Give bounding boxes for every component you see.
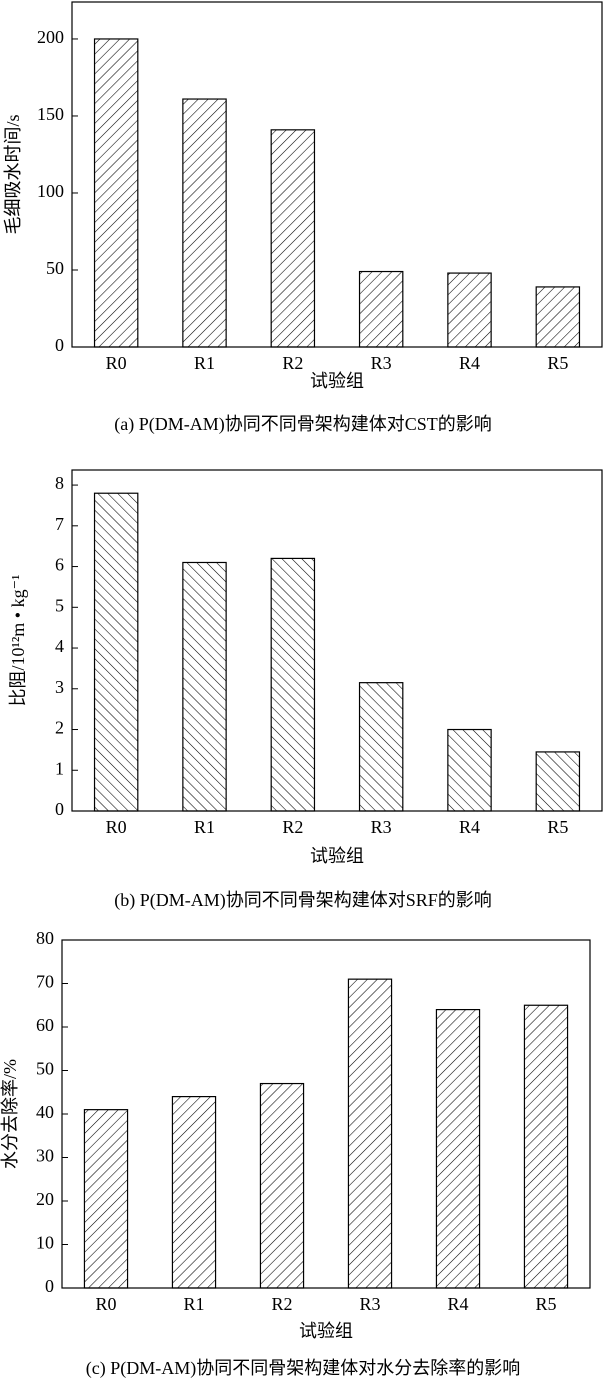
- x-tick-label: R1: [183, 1294, 204, 1314]
- bar: [347, 978, 393, 1289]
- x-tick-label: R0: [106, 817, 127, 837]
- x-tick-label: R0: [106, 353, 127, 373]
- y-tick-label: 80: [36, 928, 54, 948]
- y-tick-label: 30: [36, 1146, 54, 1166]
- y-axis-label: 水分去除率/%: [0, 1059, 20, 1169]
- y-axis-label: 毛细吸水时间/s: [3, 114, 23, 234]
- x-tick-label: R2: [282, 817, 303, 837]
- x-tick-label: R4: [447, 1294, 468, 1314]
- bar: [358, 270, 404, 348]
- plot-frame: [61, 939, 591, 1289]
- bar: [93, 38, 139, 348]
- caption: (a) P(DM-AM)协同不同骨架构建体对CST的影响: [114, 414, 492, 435]
- bar: [447, 272, 492, 348]
- bar: [270, 557, 316, 812]
- x-tick-label: R3: [359, 1294, 380, 1314]
- bar: [83, 1109, 129, 1289]
- bar: [358, 682, 404, 812]
- caption: (c) P(DM-AM)协同不同骨架构建体对水分去除率的影响: [86, 1358, 520, 1379]
- bar: [93, 492, 139, 812]
- x-axis-label: 试验组: [310, 846, 364, 866]
- y-tick-label: 0: [55, 799, 64, 819]
- y-tick-label: 40: [36, 1102, 54, 1122]
- bar: [259, 1082, 305, 1289]
- x-tick-label: R3: [371, 353, 392, 373]
- y-tick-label: 2: [55, 718, 64, 738]
- y-tick-label: 1: [55, 758, 64, 778]
- y-tick-label: 100: [37, 181, 64, 201]
- x-tick-label: R2: [271, 1294, 292, 1314]
- y-tick-label: 50: [36, 1059, 54, 1079]
- bar: [535, 286, 581, 348]
- x-tick-label: R5: [535, 1294, 556, 1314]
- bar: [182, 561, 227, 812]
- y-tick-label: 8: [55, 473, 64, 493]
- y-tick-label: 150: [37, 104, 64, 124]
- y-tick-label: 60: [36, 1015, 54, 1035]
- plot-frame: [71, 1, 603, 348]
- y-tick-label: 3: [55, 677, 64, 697]
- y-tick-label: 6: [55, 555, 64, 575]
- x-tick-label: R0: [95, 1294, 116, 1314]
- y-tick-label: 0: [55, 335, 64, 355]
- y-tick-label: 5: [55, 595, 64, 615]
- y-tick-label: 200: [37, 27, 64, 47]
- bar: [535, 751, 581, 812]
- x-tick-label: R1: [194, 353, 215, 373]
- bar: [447, 728, 492, 812]
- y-tick-label: 0: [45, 1276, 54, 1296]
- bar: [182, 98, 227, 348]
- y-tick-label: 50: [46, 258, 64, 278]
- bar: [270, 129, 316, 348]
- x-tick-label: R2: [282, 353, 303, 373]
- y-tick-label: 4: [55, 636, 64, 656]
- x-tick-label: R4: [459, 353, 480, 373]
- x-tick-label: R1: [194, 817, 215, 837]
- x-tick-label: R5: [547, 353, 568, 373]
- y-tick-label: 70: [36, 972, 54, 992]
- x-axis-label: 试验组: [299, 1321, 353, 1341]
- bar: [171, 1095, 217, 1289]
- y-axis-label: 比阻/10¹²m • kg⁻¹: [8, 575, 28, 707]
- x-axis-label: 试验组: [310, 371, 364, 391]
- caption: (b) P(DM-AM)协同不同骨架构建体对SRF的影响: [114, 890, 492, 911]
- y-tick-label: 20: [36, 1189, 54, 1209]
- bar: [435, 1008, 481, 1289]
- bar: [523, 1004, 569, 1289]
- x-tick-label: R4: [459, 817, 480, 837]
- plot-frame: [71, 469, 603, 812]
- x-tick-label: R5: [547, 817, 568, 837]
- y-tick-label: 10: [36, 1233, 54, 1253]
- y-tick-label: 7: [55, 514, 64, 534]
- x-tick-label: R3: [371, 817, 392, 837]
